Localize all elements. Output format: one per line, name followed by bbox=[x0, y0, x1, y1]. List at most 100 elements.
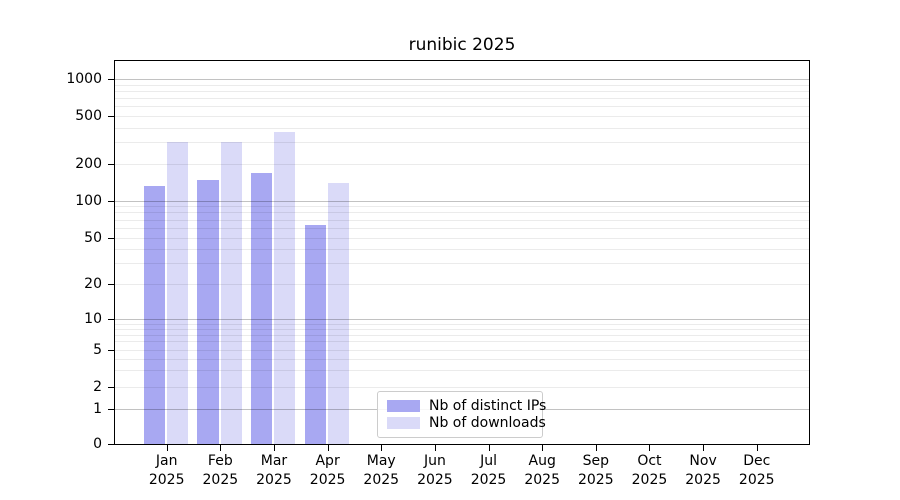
x-tick-label-year: 2025 bbox=[685, 472, 721, 488]
legend-swatch bbox=[387, 399, 420, 412]
axis-spine-left bbox=[114, 60, 115, 445]
gridline-minor bbox=[115, 370, 809, 372]
bar-nb-of-distinct-ips-jan bbox=[143, 186, 166, 444]
legend: Nb of distinct IPs Nb of downloads bbox=[377, 391, 546, 438]
x-tick-label-month: Aug bbox=[528, 453, 556, 469]
gridline-minor bbox=[115, 263, 809, 265]
y-tick bbox=[108, 319, 114, 320]
x-tick bbox=[649, 445, 651, 451]
y-tick bbox=[108, 200, 114, 202]
y-tick bbox=[108, 237, 114, 239]
gridline-minor bbox=[115, 219, 809, 221]
x-tick-label-month: Jun bbox=[423, 453, 446, 469]
x-tick-label: May 2025 bbox=[349, 452, 413, 490]
gridline-minor bbox=[115, 106, 809, 108]
bar-nb-of-distinct-ips-feb bbox=[197, 179, 219, 444]
x-tick bbox=[595, 445, 597, 451]
x-tick-label: Dec 2025 bbox=[725, 452, 789, 490]
y-tick-label: 1 bbox=[93, 400, 102, 417]
gridline-minor bbox=[115, 323, 809, 325]
gridline-minor bbox=[115, 127, 809, 129]
x-tick bbox=[756, 445, 758, 451]
gridline-minor bbox=[115, 349, 809, 351]
x-tick bbox=[327, 445, 329, 451]
y-tick-label: 2 bbox=[93, 378, 102, 395]
x-tick-label-month: Oct bbox=[637, 453, 662, 469]
axis-spine-top bbox=[114, 60, 810, 61]
gridline-minor bbox=[115, 386, 809, 388]
x-tick-label-year: 2025 bbox=[470, 472, 507, 488]
x-tick-label-year: 2025 bbox=[524, 472, 560, 488]
gridline-major bbox=[115, 79, 809, 80]
y-tick-label: 20 bbox=[84, 275, 102, 292]
gridline-minor bbox=[115, 248, 809, 250]
x-tick-label: Jan 2025 bbox=[135, 452, 199, 490]
x-tick-label-year: 2025 bbox=[631, 472, 668, 488]
y-tick bbox=[108, 444, 114, 445]
plot-area bbox=[108, 60, 810, 451]
x-tick-label: Jun 2025 bbox=[403, 452, 467, 490]
bars-layer bbox=[114, 60, 810, 445]
y-tick-label: 500 bbox=[75, 108, 102, 124]
legend-entry-label: Nb of distinct IPs bbox=[429, 397, 547, 414]
x-tick bbox=[434, 445, 436, 451]
legend-entry-label: Nb of downloads bbox=[429, 415, 546, 432]
gridline-minor bbox=[115, 237, 809, 239]
gridline-major bbox=[115, 319, 809, 320]
x-tick-label-month: Nov bbox=[689, 453, 717, 469]
x-tick-label-year: 2025 bbox=[256, 472, 292, 488]
legend-entry: Nb of distinct IPs bbox=[387, 398, 546, 414]
x-tick-label-year: 2025 bbox=[577, 472, 614, 488]
gridline-major bbox=[115, 200, 809, 202]
x-tick-label-year: 2025 bbox=[738, 472, 775, 488]
axis-spine-bottom bbox=[114, 444, 810, 445]
y-tick-label: 0 bbox=[93, 436, 102, 452]
y-tick bbox=[108, 386, 114, 388]
x-tick-label-year: 2025 bbox=[202, 472, 239, 488]
x-tick-label-month: Jan bbox=[155, 453, 178, 469]
gridline-minor bbox=[115, 90, 809, 92]
chart-title: runibic 2025 bbox=[408, 35, 516, 55]
y-tick-label: 1000 bbox=[66, 71, 102, 87]
x-tick bbox=[273, 445, 275, 451]
y-tick bbox=[108, 79, 114, 80]
y-tick bbox=[108, 349, 114, 351]
gridline-minor bbox=[115, 334, 809, 336]
y-tick-label: 10 bbox=[84, 311, 102, 327]
bar-nb-of-downloads-feb bbox=[220, 142, 242, 444]
gridline-minor bbox=[115, 358, 809, 360]
bar-nb-of-downloads-jan bbox=[167, 142, 189, 444]
y-tick bbox=[108, 116, 114, 117]
x-tick-label-year: 2025 bbox=[417, 472, 453, 488]
legend-entry: Nb of downloads bbox=[387, 415, 546, 431]
y-tick-label: 200 bbox=[75, 155, 102, 172]
x-tick bbox=[220, 445, 222, 451]
x-tick-label-year: 2025 bbox=[363, 472, 400, 488]
bar-nb-of-downloads-apr bbox=[328, 182, 350, 444]
bar-nb-of-distinct-ips-mar bbox=[250, 173, 273, 444]
x-tick bbox=[488, 445, 490, 451]
y-tick-label: 50 bbox=[84, 229, 102, 246]
gridline-minor bbox=[115, 206, 809, 208]
gridline-minor bbox=[115, 84, 809, 86]
x-tick-label-month: Apr bbox=[315, 453, 340, 469]
x-tick-label: Nov 2025 bbox=[671, 452, 735, 490]
gridline-minor bbox=[115, 341, 809, 343]
gridline-minor bbox=[115, 98, 809, 100]
x-tick bbox=[166, 445, 168, 451]
x-tick-label-year: 2025 bbox=[148, 472, 185, 488]
gridline-minor bbox=[115, 142, 809, 144]
axis-spine-right bbox=[809, 60, 810, 445]
y-tick bbox=[108, 408, 114, 410]
gridline-minor bbox=[115, 227, 809, 229]
y-tick bbox=[108, 163, 114, 165]
bar-nb-of-distinct-ips-apr bbox=[304, 225, 327, 444]
x-tick-label: Sep 2025 bbox=[564, 452, 628, 490]
x-tick bbox=[703, 445, 705, 451]
legend-swatch bbox=[387, 417, 420, 430]
x-tick bbox=[542, 445, 544, 451]
y-tick-label: 100 bbox=[75, 192, 102, 209]
x-tick-label: Mar 2025 bbox=[242, 452, 306, 490]
gridline-minor bbox=[115, 212, 809, 214]
